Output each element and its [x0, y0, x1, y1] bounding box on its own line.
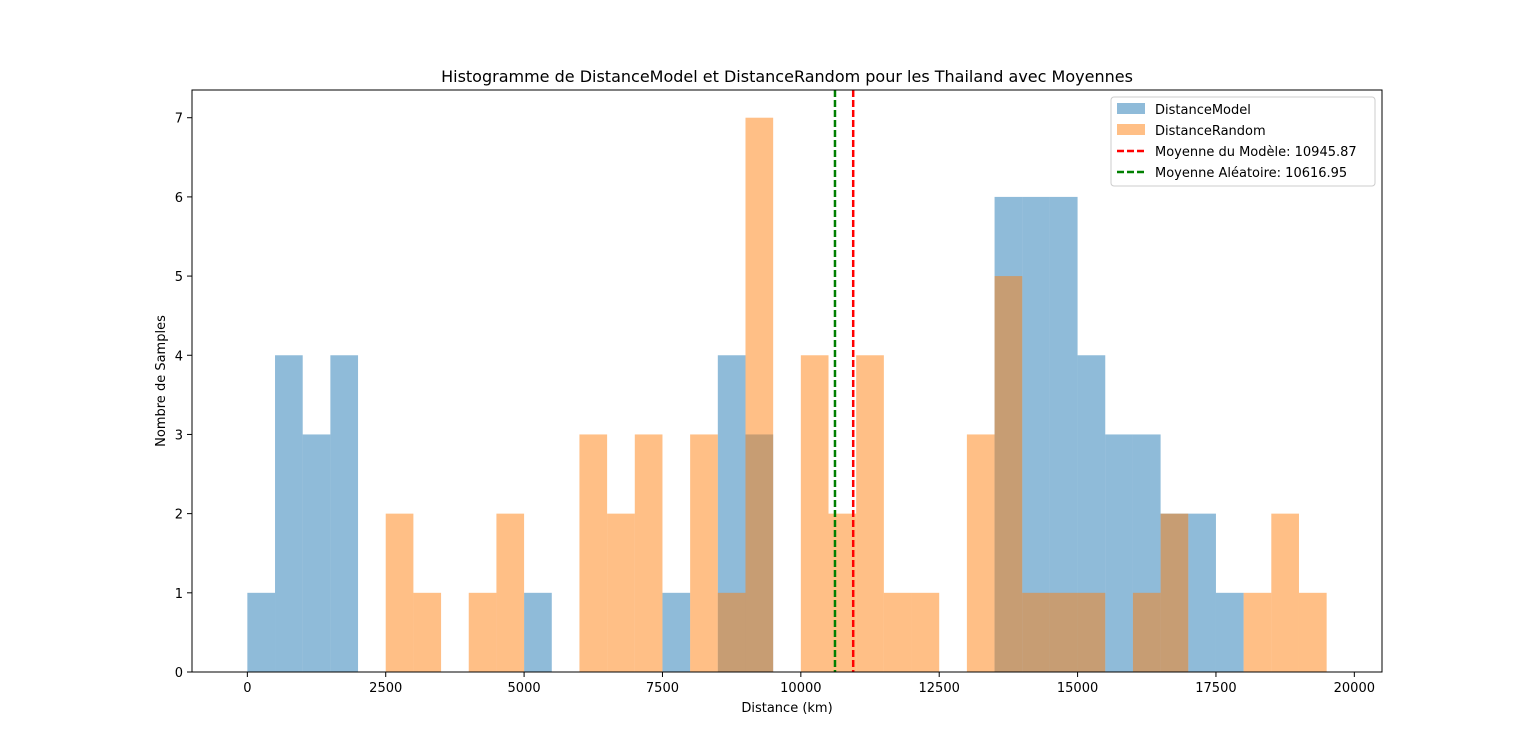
bar-distancerandom-4500	[496, 513, 525, 672]
y-tick-label: 2	[175, 508, 183, 523]
x-tick-label: 5000	[508, 681, 541, 696]
bar-distancemodel-0	[247, 592, 276, 672]
bars-layer	[247, 117, 1327, 673]
legend-swatch-model	[1117, 103, 1145, 114]
y-tick-label: 1	[175, 587, 183, 602]
bar-distancerandom-15000	[1077, 592, 1106, 672]
x-tick-label: 0	[243, 681, 251, 696]
bar-distancerandom-18000	[1243, 592, 1272, 672]
bar-distancerandom-3000	[413, 592, 442, 672]
bar-distancerandom-14000	[1022, 592, 1050, 672]
bar-distancemodel-1000	[302, 434, 331, 672]
x-tick-label: 2500	[369, 681, 402, 696]
legend-label-random: DistanceRandom	[1155, 124, 1266, 139]
x-tick-label: 15000	[1057, 681, 1098, 696]
bar-distancerandom-18500	[1271, 513, 1299, 672]
bar-distancerandom-10000	[800, 355, 829, 672]
legend-label-model-mean: Moyenne du Modèle: 10945.87	[1155, 145, 1357, 160]
x-axis-ticks: 0 2500 5000 7500 10000 12500 15000 17500 20000	[243, 672, 1375, 696]
bar-distancerandom-2500	[385, 513, 414, 672]
bar-distancerandom-11500	[883, 592, 912, 672]
y-tick-label: 5	[175, 270, 183, 285]
bar-distancerandom-6500	[607, 513, 635, 672]
bar-distancemodel-7500	[662, 592, 691, 672]
y-tick-label: 3	[175, 428, 183, 443]
bar-distancerandom-7000	[634, 434, 663, 672]
plot-frame	[191, 89, 1383, 673]
bar-distancerandom-13500	[994, 276, 1023, 672]
bar-distancerandom-10500	[828, 513, 857, 672]
legend-label-model: DistanceModel	[1155, 103, 1251, 118]
y-tick-label: 6	[175, 191, 183, 206]
y-tick-label: 7	[175, 112, 183, 127]
x-tick-label: 12500	[919, 681, 960, 696]
bar-distancerandom-4000	[468, 592, 497, 672]
x-axis-label: Distance (km)	[741, 701, 832, 716]
bar-distancerandom-11000	[856, 355, 884, 672]
bar-distancemodel-5000	[524, 592, 552, 672]
bar-distancerandom-16000	[1132, 592, 1161, 672]
bar-distancerandom-13000	[966, 434, 995, 672]
bar-distancerandom-16500	[1160, 513, 1189, 672]
y-tick-label: 0	[175, 666, 183, 681]
bar-distancerandom-8500	[717, 592, 746, 672]
bar-distancerandom-9000	[745, 117, 774, 672]
bar-distancemodel-1500	[330, 355, 359, 672]
bar-distancemodel-17500	[1215, 592, 1244, 672]
legend-label-random-mean: Moyenne Aléatoire: 10616.95	[1155, 166, 1347, 181]
bar-distancerandom-6000	[579, 434, 608, 672]
bar-distancerandom-8000	[690, 434, 718, 672]
y-axis-label: Nombre de Samples	[154, 315, 169, 447]
x-tick-label: 10000	[780, 681, 821, 696]
x-tick-label: 17500	[1195, 681, 1236, 696]
bar-distancemodel-15500	[1105, 434, 1133, 672]
bar-distancerandom-19000	[1298, 592, 1327, 672]
legend-frame	[1110, 96, 1376, 187]
bar-distancerandom-14500	[1049, 592, 1078, 672]
mean-lines-layer	[833, 90, 855, 672]
x-tick-label: 20000	[1334, 681, 1375, 696]
legend-swatch-random	[1117, 124, 1145, 135]
bar-distancerandom-12000	[911, 592, 940, 672]
y-axis-ticks: 0 1 2 3 4 5 6 7	[175, 112, 192, 681]
chart-title: Histogramme de DistanceModel et Distance…	[441, 67, 1133, 86]
bar-distancemodel-17000	[1188, 513, 1216, 672]
y-tick-label: 4	[175, 349, 183, 364]
x-tick-label: 7500	[646, 681, 679, 696]
legend: DistanceModel DistanceRandom Moyenne du …	[1110, 96, 1376, 187]
bar-distancemodel-500	[275, 355, 303, 672]
